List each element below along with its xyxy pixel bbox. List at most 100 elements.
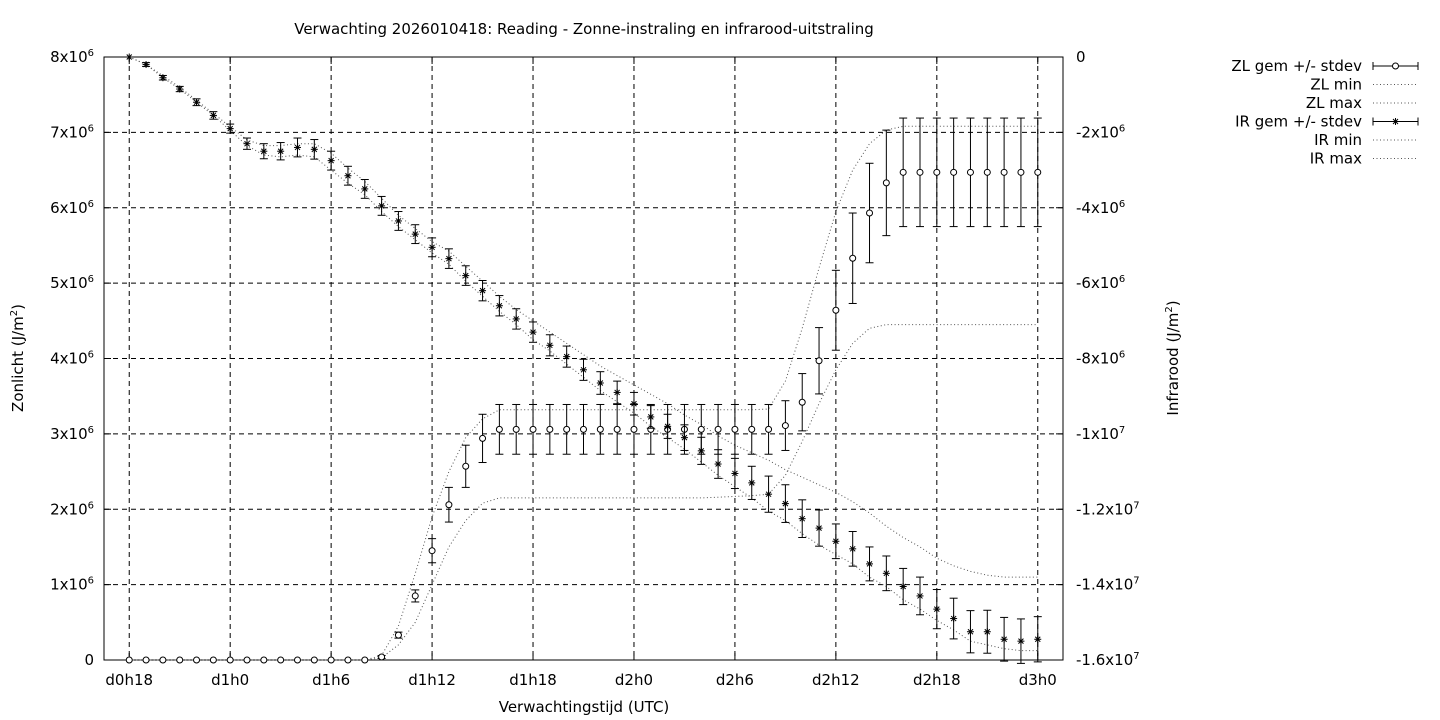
data-point: [495, 425, 503, 433]
data-point: [882, 569, 890, 577]
data-point: [159, 74, 167, 82]
data-point: [882, 179, 890, 187]
right-y-tick-label: -1.4x107: [1076, 576, 1140, 594]
gridlines: [104, 57, 1063, 660]
left-y-axis-label: Zonlicht (J/m2): [9, 304, 27, 412]
x-axis-label: Verwachtingstijd (UTC): [499, 698, 670, 716]
data-point: [1017, 637, 1025, 645]
data-point: [1034, 635, 1042, 643]
right-y-tick-label: -1x107: [1076, 425, 1125, 443]
data-point: [563, 425, 571, 433]
data-point: [933, 605, 941, 613]
data-point: [260, 656, 268, 664]
data-point: [546, 425, 554, 433]
data-point: [714, 460, 722, 468]
series-line-zl-max: [129, 125, 1038, 661]
right-y-tick-label: -2x106: [1076, 123, 1125, 141]
x-tick-label: d2h12: [812, 671, 860, 689]
x-tick-label: d1h6: [312, 671, 350, 689]
data-point: [344, 172, 352, 180]
chart-title: Verwachting 2026010418: Reading - Zonne-…: [294, 20, 874, 38]
data-point: [462, 272, 470, 280]
left-y-tick-label: 4x106: [50, 350, 94, 368]
data-point: [1034, 168, 1042, 176]
data-point: [529, 328, 537, 336]
data-point: [378, 202, 386, 210]
data-point: [411, 230, 419, 238]
series-layer: [125, 53, 1042, 664]
left-y-tick-label: 0: [84, 651, 94, 669]
data-point: [849, 254, 857, 262]
series-line-ir-min: [128, 56, 1038, 652]
legend-label: ZL gem +/- stdev: [1231, 57, 1362, 75]
data-point: [731, 469, 739, 477]
data-point: [310, 145, 318, 153]
data-point: [394, 631, 402, 639]
data-point: [428, 243, 436, 251]
data-point: [866, 560, 874, 568]
data-point: [680, 434, 688, 442]
data-point: [445, 501, 453, 509]
right-y-axis-label: Infrarood (J/m2): [1164, 300, 1182, 415]
x-tick-label: d1h18: [509, 671, 557, 689]
data-point: [293, 143, 301, 151]
legend-marker: [1392, 62, 1399, 70]
data-point: [277, 656, 285, 664]
data-point: [563, 353, 571, 361]
data-point: [697, 425, 705, 433]
data-point: [697, 447, 705, 455]
data-point: [798, 398, 806, 406]
data-point: [125, 656, 133, 664]
left-y-tick-label: 5x106: [50, 274, 94, 292]
data-point: [209, 111, 217, 119]
data-point: [916, 168, 924, 176]
x-axis-ticks: d0h18 d1h0 d1h6 d1h12 d1h18 d2h0 d2h6 d2h12 d2h1…: [105, 57, 1057, 689]
right-y-tick-label: 0: [1076, 48, 1086, 66]
series-ir-gem: [125, 53, 1042, 664]
data-point: [327, 157, 335, 165]
data-point: [327, 656, 335, 664]
data-point: [142, 61, 150, 69]
series-zl-gem: [125, 117, 1042, 664]
data-point: [798, 515, 806, 523]
data-point: [277, 147, 285, 155]
x-tick-label: d3h0: [1019, 671, 1057, 689]
data-point: [815, 357, 823, 365]
data-point: [411, 592, 419, 600]
left-y-tick-label: 3x106: [50, 425, 94, 443]
right-y-tick-label: -4x106: [1076, 199, 1125, 217]
data-point: [546, 341, 554, 349]
data-point: [176, 85, 184, 93]
data-point: [899, 168, 907, 176]
data-point: [1000, 635, 1008, 643]
data-point: [849, 545, 857, 553]
data-point: [394, 217, 402, 225]
data-point: [479, 287, 487, 295]
data-point: [613, 388, 621, 396]
left-y-tick-label: 8x106: [50, 48, 94, 66]
data-point: [983, 168, 991, 176]
legend-label: IR gem +/- stdev: [1235, 113, 1362, 131]
data-point: [916, 592, 924, 600]
x-tick-label: d1h0: [211, 671, 249, 689]
data-point: [125, 53, 133, 61]
data-point: [966, 628, 974, 636]
data-point: [580, 425, 587, 433]
data-point: [983, 628, 991, 636]
data-point: [781, 422, 789, 430]
data-point: [428, 547, 436, 555]
data-point: [933, 168, 941, 176]
data-point: [580, 366, 587, 374]
data-point: [512, 425, 520, 433]
data-point: [344, 656, 352, 664]
data-point: [462, 462, 470, 470]
data-point: [832, 537, 840, 545]
data-point: [310, 656, 318, 664]
data-point: [866, 209, 874, 217]
data-point: [378, 653, 386, 661]
data-point: [176, 656, 184, 664]
x-tick-label: d1h12: [408, 671, 456, 689]
data-point: [226, 656, 234, 664]
data-point: [765, 425, 773, 433]
